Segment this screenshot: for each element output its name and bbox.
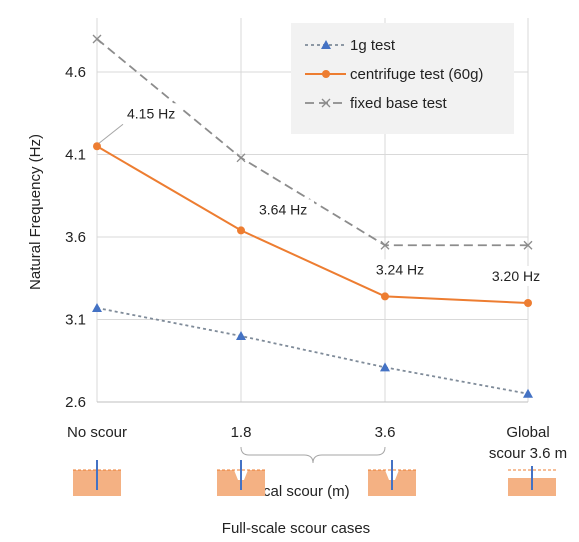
x-tick-label: No scour [67, 424, 127, 441]
data-label: 3.20 Hz [492, 268, 540, 284]
series-point [93, 142, 101, 151]
series-point [322, 70, 330, 78]
x-marker-stroke [236, 153, 246, 163]
series-point [92, 34, 102, 44]
series-point [321, 40, 331, 49]
data-label-bg [371, 259, 429, 280]
axes: 2.6 3.1 3.6 4.1 4.6 Natural Frequency (Hz) No … [27, 64, 567, 537]
scour-icon [508, 466, 556, 496]
data-labels: 4.15 Hz 3.64 Hz 3.24 Hz 3.20 Hz [98, 103, 545, 286]
footer-label: Full-scale scour cases [222, 520, 370, 537]
y-tick-label: 4.6 [65, 64, 86, 81]
data-label: 4.15 Hz [127, 105, 175, 121]
y-tick-label: 2.6 [65, 394, 86, 411]
local-scour-bracket [240, 446, 386, 464]
series-line [96, 307, 529, 395]
data-label-leader [98, 123, 124, 144]
series-point [92, 302, 102, 312]
data-label: 3.24 Hz [376, 261, 424, 277]
series-point [237, 226, 245, 235]
local-scour-label: Local scour (m) [246, 483, 349, 500]
scour-icon [217, 460, 265, 496]
y-axis-title: Natural Frequency (Hz) [27, 134, 44, 290]
series-point [523, 240, 533, 250]
legend-box [291, 23, 514, 134]
series-point [380, 362, 390, 372]
legend: 1g test centrifuge test (60g) fixed base t… [291, 23, 514, 134]
series-point [380, 240, 390, 250]
scour-icon [73, 460, 121, 496]
y-tick-label: 3.1 [65, 312, 86, 329]
scour-icons [73, 460, 556, 496]
series-point [236, 331, 246, 340]
data-label-bg [487, 266, 545, 286]
y-tick-label: 4.1 [65, 147, 86, 164]
series-line [96, 145, 529, 304]
series-point [321, 98, 331, 108]
data-label: 3.64 Hz [259, 201, 307, 217]
x-tick-label: 1.8 [231, 424, 252, 441]
x-marker-stroke [321, 98, 331, 108]
y-tick-label: 3.6 [65, 229, 86, 246]
legend-label: fixed base test [350, 95, 448, 112]
x-tick-label: Global [506, 424, 549, 441]
series-point [381, 292, 389, 301]
x-marker-stroke [92, 34, 102, 44]
x-marker-stroke [523, 240, 533, 250]
data-label-bg [256, 199, 314, 220]
data-label-bg [124, 103, 182, 124]
legend-label: centrifuge test (60g) [350, 66, 483, 83]
x-tick-label: scour 3.6 m [489, 445, 567, 462]
scour-icon [368, 460, 416, 496]
series-point [524, 299, 532, 307]
series-point [236, 153, 246, 163]
legend-label: 1g test [350, 37, 396, 54]
series-point [523, 388, 533, 398]
x-marker-stroke [380, 240, 390, 250]
x-tick-label: 3.6 [375, 424, 396, 441]
